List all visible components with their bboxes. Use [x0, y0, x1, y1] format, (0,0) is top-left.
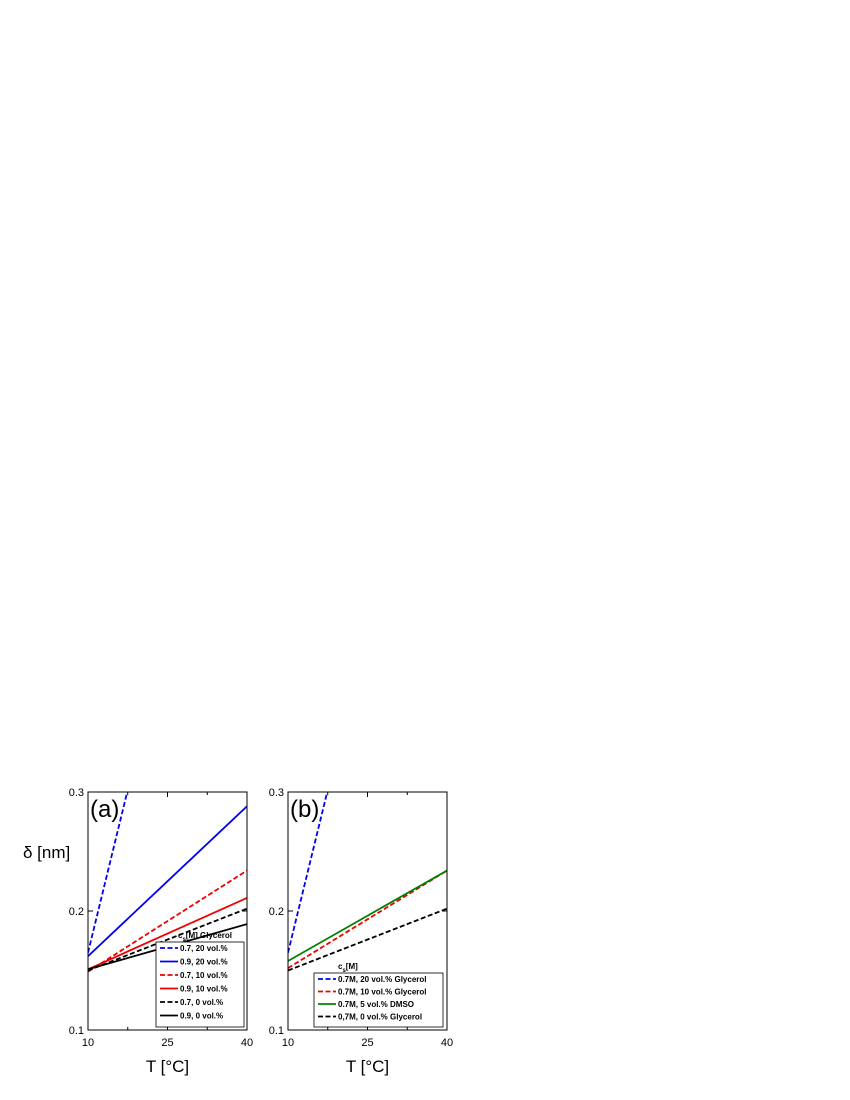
x-tick-label: 10	[82, 1037, 94, 1049]
legend-entry: 0.7, 0 vol.%	[180, 998, 223, 1007]
y-tick-label: 0.1	[269, 1025, 284, 1037]
x-tick-label: 25	[361, 1037, 373, 1049]
legend-entry: 0.7M, 20 vol.% Glycerol	[338, 975, 426, 984]
legend-entry: 0.9, 20 vol.%	[180, 958, 228, 967]
series-lines	[288, 792, 447, 972]
legend-box	[313, 972, 444, 1028]
legend-title: cs[M]	[338, 962, 358, 974]
panel-a: 10 25 400.10.20.3(a)T [°C]cs[M] Glycerol0.…	[69, 787, 253, 1076]
legend-title: cs[M] Glycerol	[178, 931, 232, 943]
legend-entry: 0.9, 0 vol.%	[180, 1012, 223, 1021]
y-tick-label: 0.1	[69, 1025, 84, 1037]
series-line-1	[88, 792, 129, 953]
legend-entry: 0,7M, 0 vol.% Glycerol	[338, 1013, 422, 1022]
series-line-4	[288, 907, 447, 972]
legend: cs[M]0.7M, 20 vol.% Glycerol 0.7M, 10 vol…	[313, 962, 444, 1028]
legend-entry: 0.7, 10 vol.%	[180, 971, 228, 980]
panel-tag: (a)	[90, 796, 119, 823]
legend-entry: 0.7, 20 vol.%	[180, 944, 228, 953]
x-axis-label: T [°C]	[146, 1057, 189, 1076]
y-tick-label: 0.3	[269, 787, 284, 799]
y-tick-label: 0.2	[69, 906, 84, 918]
x-tick-label: 40	[241, 1037, 253, 1049]
legend-box	[155, 941, 245, 1028]
series-line-1	[288, 792, 329, 953]
series-line-4	[88, 897, 247, 971]
panel-b: 10 25 40 0.1 0.2 0.3 (b) T [°C] cs[M]0.7M, 20 vo…	[269, 787, 453, 1076]
x-tick-label: 40	[441, 1037, 453, 1049]
series-line-5	[88, 907, 247, 972]
y-tick-label: 0.3	[69, 787, 84, 799]
x-axis-label: T [°C]	[346, 1057, 389, 1076]
series-line-3	[288, 869, 447, 962]
x-tick-label: 25	[161, 1037, 173, 1049]
legend-entry: 0.7M, 10 vol.% Glycerol	[338, 988, 426, 997]
series-line-3	[88, 869, 247, 973]
shared-y-axis-label: δ [nm]	[23, 843, 70, 862]
y-tick-label: 0.2	[269, 906, 284, 918]
legend-entry: 0.9, 10 vol.%	[180, 985, 228, 994]
legend-entry: 0.7M, 5 vol.% DMSO	[338, 1000, 414, 1009]
series-line-2	[88, 805, 247, 957]
panel-tag: (b)	[290, 796, 319, 823]
x-tick-label: 10	[282, 1037, 294, 1049]
series-line-2	[288, 869, 447, 969]
